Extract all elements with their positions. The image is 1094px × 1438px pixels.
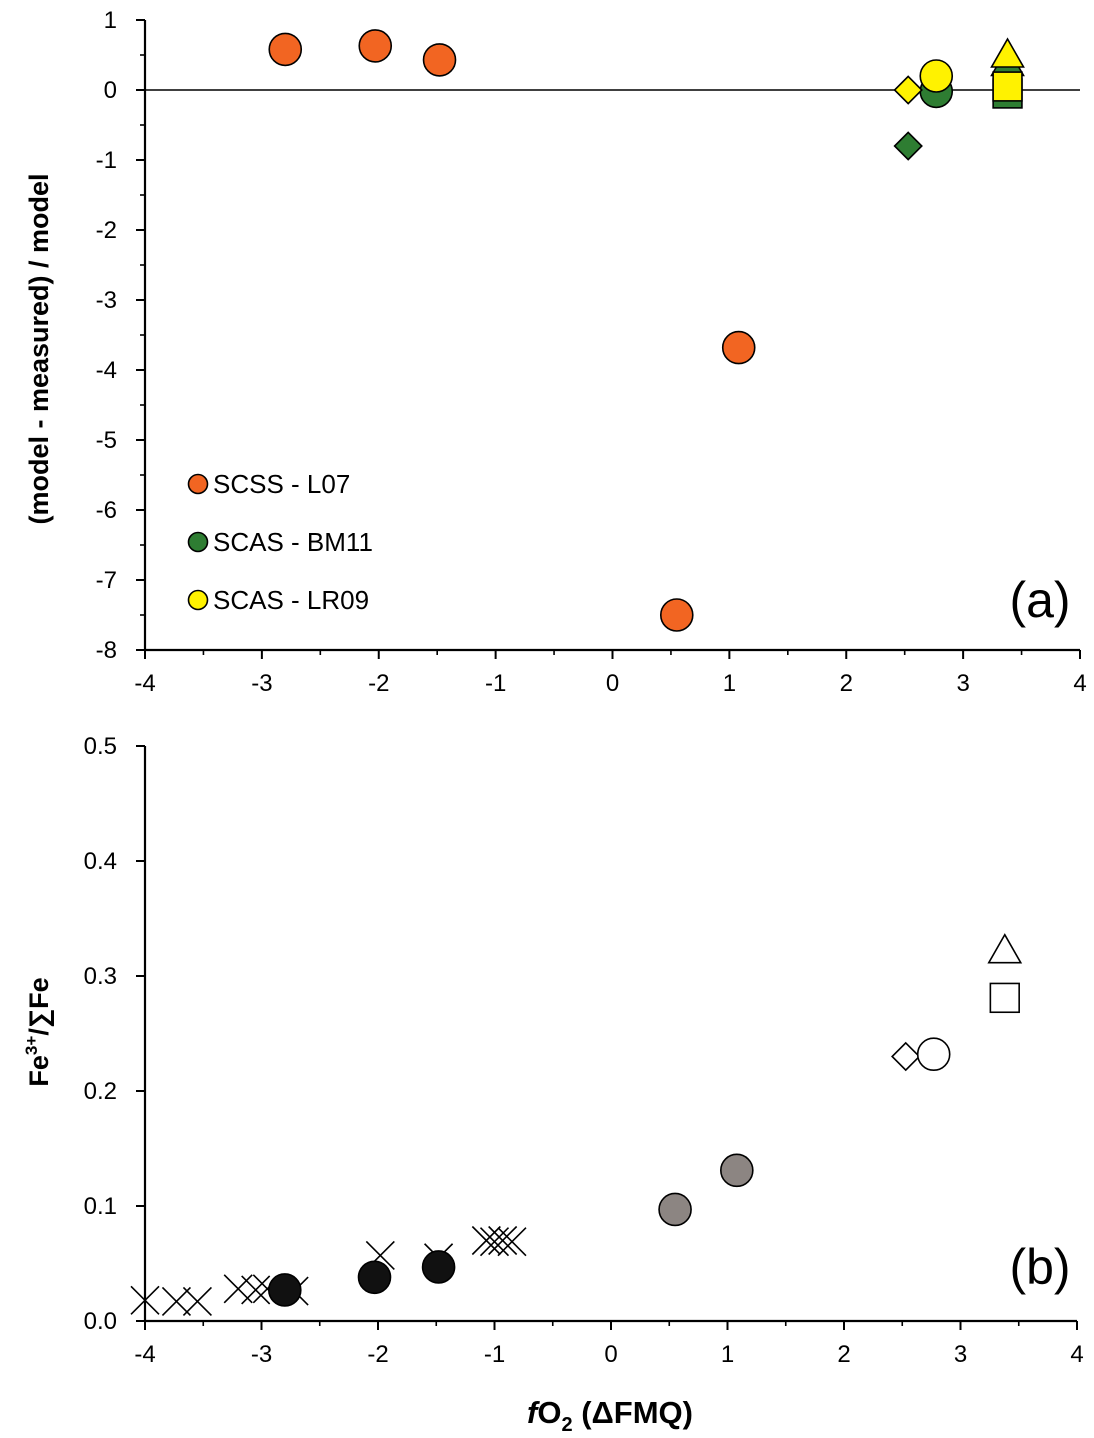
panel-b-ylabel: Fe3+/∑Fe — [22, 977, 54, 1086]
x-tick-label: 1 — [721, 1341, 734, 1368]
y-tick-label: 0.5 — [84, 733, 117, 760]
y-tick-label: -1 — [96, 147, 117, 174]
data-point — [479, 1227, 510, 1257]
x-tick-label: 1 — [723, 670, 736, 697]
y-tick-label: 0.4 — [84, 848, 117, 875]
data-point — [130, 1285, 160, 1315]
legend-label: SCSS - L07 — [213, 469, 350, 499]
x-tick-label: 2 — [840, 670, 853, 697]
panel-b-ylabel-tail: /∑Fe — [24, 977, 54, 1035]
legend-label: SCAS - BM11 — [213, 527, 373, 557]
legend-label: SCAS - LR09 — [213, 585, 369, 615]
y-tick-label: -8 — [96, 637, 117, 664]
data-point — [267, 1273, 302, 1307]
data-point — [919, 59, 954, 93]
x-tick-label: -3 — [251, 1341, 272, 1368]
data-point — [471, 1225, 501, 1256]
panel-b: Fe3+/∑Fe (b) fO2 (ΔFMQ) -4 -3 -2 -1 0 1 2 3 40.5… — [22, 733, 1084, 1436]
y-tick-label: -7 — [96, 567, 117, 594]
legend-marker — [187, 589, 209, 611]
y-tick-label: -5 — [96, 427, 117, 454]
x-tick-label: 4 — [1073, 670, 1086, 697]
x-tick-label: 4 — [1070, 1341, 1083, 1368]
legend-marker — [187, 531, 209, 553]
x-tick-label: 3 — [954, 1341, 967, 1368]
data-point — [182, 1286, 212, 1317]
legend-marker — [187, 473, 209, 495]
y-tick-label: 0.1 — [84, 1193, 117, 1220]
data-point — [989, 982, 1020, 1014]
panel-a-ylabel: (model - measured) / model — [24, 173, 54, 524]
data-point — [916, 1037, 951, 1071]
panel-b-ylabel-main: Fe — [24, 1055, 54, 1087]
y-tick-label: -2 — [96, 217, 117, 244]
y-tick-label: -6 — [96, 497, 117, 524]
data-point — [421, 1250, 456, 1284]
x-tick-label: -2 — [368, 670, 389, 697]
y-tick-label: 0 — [104, 77, 117, 104]
x-tick-label: -2 — [367, 1341, 388, 1368]
data-point — [422, 43, 457, 77]
panel-b-xlabel-tail: (ΔFMQ) — [573, 1395, 693, 1430]
data-point — [891, 1041, 921, 1072]
panel-b-xlabel: fO2 (ΔFMQ) — [527, 1395, 693, 1436]
data-point — [358, 29, 393, 63]
data-point — [497, 1227, 527, 1257]
x-tick-label: -1 — [484, 1341, 505, 1368]
data-point — [720, 1153, 754, 1188]
panel-b-xlabel-italic: f — [527, 1395, 540, 1430]
y-tick-label: 0.2 — [84, 1078, 117, 1105]
y-tick-label: -4 — [96, 357, 117, 384]
panel-a: (model - measured) / model (a) -4 -3 -2 -1 0… — [24, 7, 1087, 697]
data-point — [893, 75, 923, 105]
y-tick-label: 1 — [104, 7, 117, 34]
y-tick-label: 0.0 — [84, 1308, 117, 1335]
data-point — [268, 32, 303, 67]
panel-b-label: (b) — [1009, 1239, 1070, 1295]
x-tick-label: -4 — [134, 1341, 155, 1368]
x-tick-label: 2 — [837, 1341, 850, 1368]
data-point — [241, 1275, 271, 1305]
panel-b-xlabel-sub: 2 — [561, 1414, 572, 1436]
x-tick-label: -1 — [485, 670, 506, 697]
x-tick-label: -4 — [134, 670, 155, 697]
data-point — [990, 37, 1025, 68]
data-point — [161, 1286, 192, 1317]
x-tick-label: 0 — [604, 1341, 617, 1368]
data-point — [721, 330, 756, 365]
data-point — [488, 1225, 518, 1256]
x-tick-label: -3 — [251, 670, 272, 697]
data-point — [893, 131, 923, 161]
data-point — [987, 933, 1023, 964]
data-point — [659, 598, 694, 632]
data-point — [992, 71, 1023, 102]
data-point — [658, 1192, 692, 1227]
x-tick-label: 0 — [606, 670, 619, 697]
panel-b-xlabel-main: O — [537, 1395, 561, 1430]
panel-b-ylabel-sup: 3+ — [22, 1036, 41, 1055]
panel-a-label: (a) — [1009, 572, 1070, 628]
y-tick-label: -3 — [96, 287, 117, 314]
data-point — [357, 1260, 392, 1295]
x-tick-label: 3 — [956, 670, 969, 697]
y-tick-label: 0.3 — [84, 963, 117, 990]
